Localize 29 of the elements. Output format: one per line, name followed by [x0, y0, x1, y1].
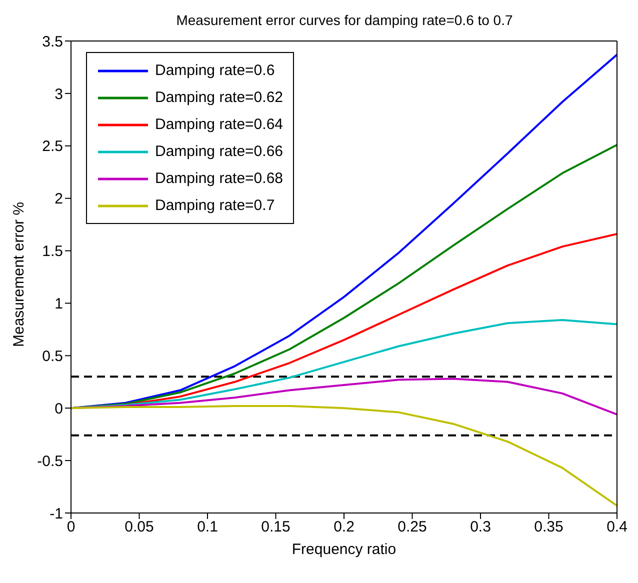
y-tick-label: 0.5: [42, 348, 63, 365]
y-tick-label: -0.5: [37, 452, 63, 470]
y-tick-label: 2: [54, 190, 63, 208]
y-tick-label: 1: [54, 296, 63, 313]
x-tick-label: 0.2: [334, 518, 354, 536]
x-tick-label: 0.4: [606, 518, 628, 536]
x-axis-title: Frequency ratio: [292, 541, 396, 558]
y-tick-label: 1.5: [42, 243, 63, 260]
y-axis-title: Measurement error %: [10, 202, 28, 347]
x-tick-label: 0.05: [124, 518, 154, 536]
x-tick-label: 0.15: [261, 518, 290, 536]
legend-label: Damping rate=0.64: [155, 116, 283, 133]
x-tick-label: 0.25: [398, 518, 427, 536]
x-tick-label: 0.35: [534, 518, 564, 536]
y-tick-label: 0: [54, 400, 63, 418]
chart-title: Measurement error curves for damping rate=0.6 to 0.7: [175, 12, 514, 28]
line-series: [71, 405, 617, 507]
y-tick-label: 3: [54, 86, 63, 103]
y-tick-label: 3.5: [42, 33, 63, 50]
legend-label: Damping rate=0.7: [155, 197, 275, 214]
y-tick-label: 2.5: [42, 138, 63, 156]
y-tick-label: -1: [50, 505, 63, 522]
legend-label: Damping rate=0.68: [155, 170, 283, 187]
x-tick-label: 0: [66, 518, 76, 536]
x-tick-label: 0.3: [470, 518, 491, 536]
legend-label: Damping rate=0.62: [155, 89, 283, 106]
x-tick-label: 0.1: [197, 518, 218, 536]
legend-label: Damping rate=0.66: [155, 143, 283, 160]
legend-label: Damping rate=0.6: [155, 62, 275, 79]
